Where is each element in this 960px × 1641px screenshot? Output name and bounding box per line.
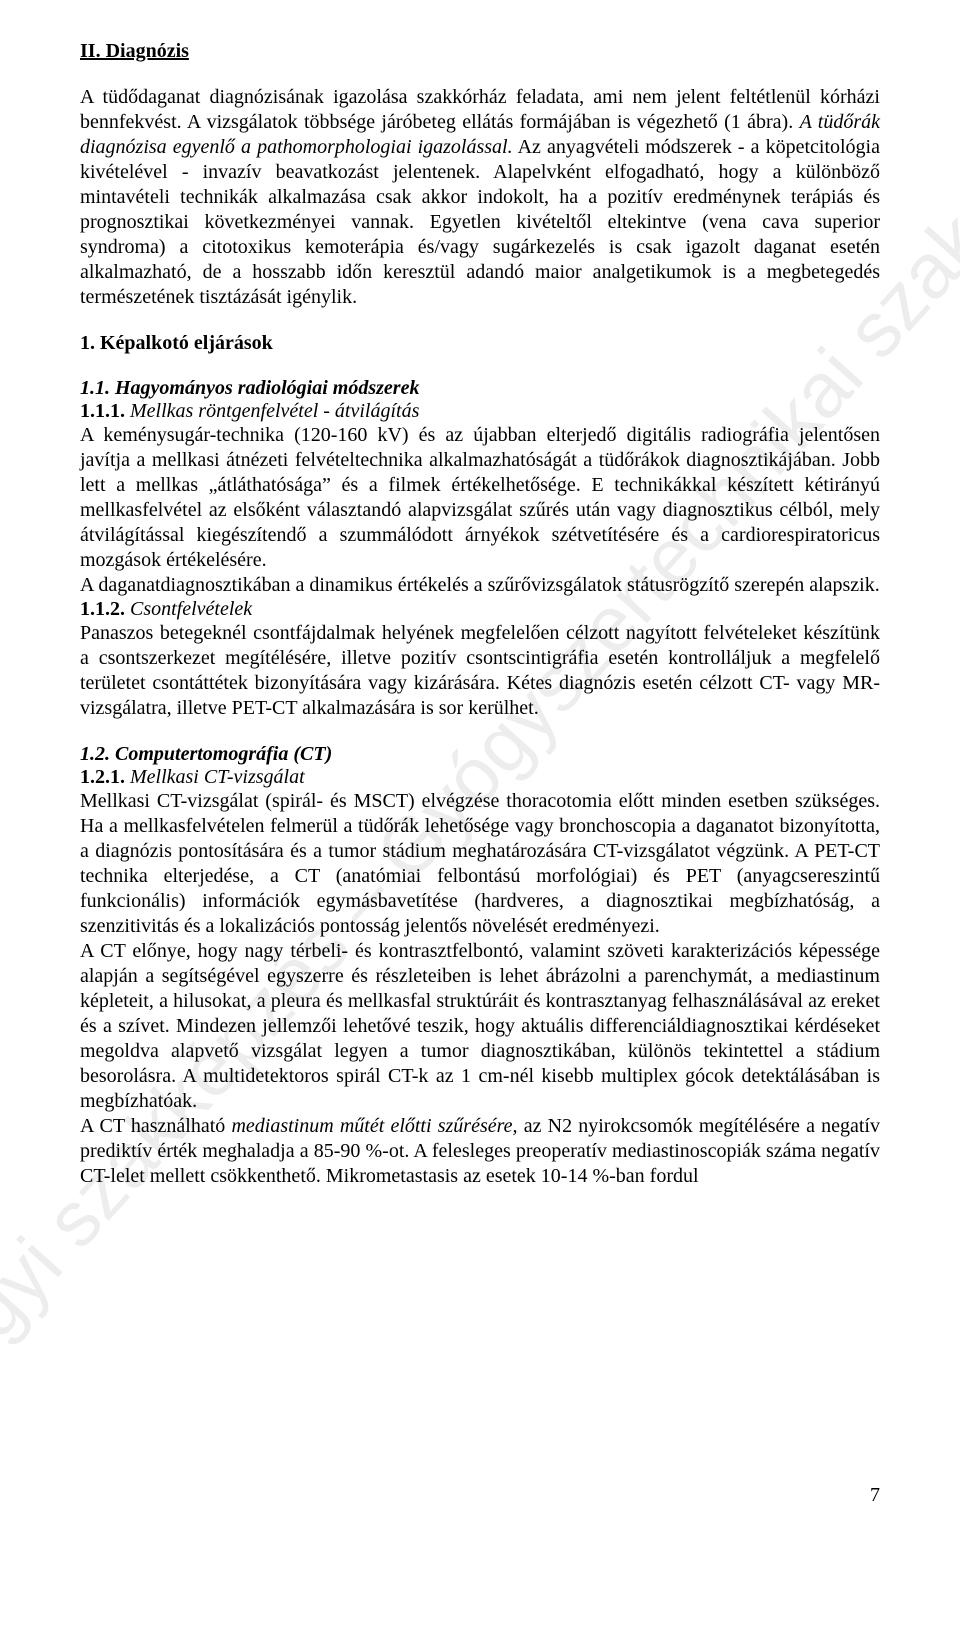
p3-pre: A CT használható [80,1115,231,1137]
section-1-1-title: 1.1. Hagyományos radiológiai módszerek [80,377,880,400]
page-number: 7 [870,1484,880,1507]
section-1-1-2-title: Csontfelvételek [125,598,252,620]
section-1-1: 1.1. Hagyományos radiológiai módszerek 1… [80,377,880,721]
section-1-1-1-title: Mellkas röntgenfelvétel - átvilágítás [125,400,419,422]
section-1-2-1-p2: A CT előnye, hogy nagy térbeli- és kontr… [80,939,880,1114]
section-1-1-2-heading: 1.1.2. Csontfelvételek [80,598,880,621]
section-1-2-title: 1.2. Computertomográfia (CT) [80,743,880,766]
p3-italic: mediastinum műtét előtti szűrésére, [231,1115,517,1137]
section-1-2-1-title: Mellkasi CT-vizsgálat [125,766,305,788]
section-1-2-1-p1: Mellkasi CT-vizsgálat (spirál- és MSCT) … [80,789,880,939]
section-1-2-1-p3: A CT használható mediastinum műtét előtt… [80,1114,880,1189]
intro-text-pre: A tüdődaganat diagnózisának igazolása sz… [80,86,880,133]
document-page: Egészségügyi szakképzés – Gyógyszertechn… [0,0,960,1537]
section-title-diagnosis: II. Diagnózis [80,40,880,63]
intro-text-post: Az anyagvételi módszerek - a köpetcitoló… [80,136,880,308]
section-1-1-2-number: 1.1.2. [80,598,125,620]
section-1-2: 1.2. Computertomográfia (CT) 1.2.1. Mell… [80,743,880,1189]
section-1-2-1-number: 1.2.1. [80,766,125,788]
section-1-title: 1. Képalkotó eljárások [80,332,880,355]
section-1-1-1-body: A keménysugár-technika (120-160 kV) és a… [80,423,880,598]
section-1-1-2-body: Panaszos betegeknél csontfájdalmak helyé… [80,621,880,721]
section-1-1-1-number: 1.1.1. [80,400,125,422]
section-1-2-1-heading: 1.2.1. Mellkasi CT-vizsgálat [80,766,880,789]
intro-paragraph: A tüdődaganat diagnózisának igazolása sz… [80,85,880,310]
section-1-1-1-heading: 1.1.1. Mellkas röntgenfelvétel - átvilág… [80,400,880,423]
